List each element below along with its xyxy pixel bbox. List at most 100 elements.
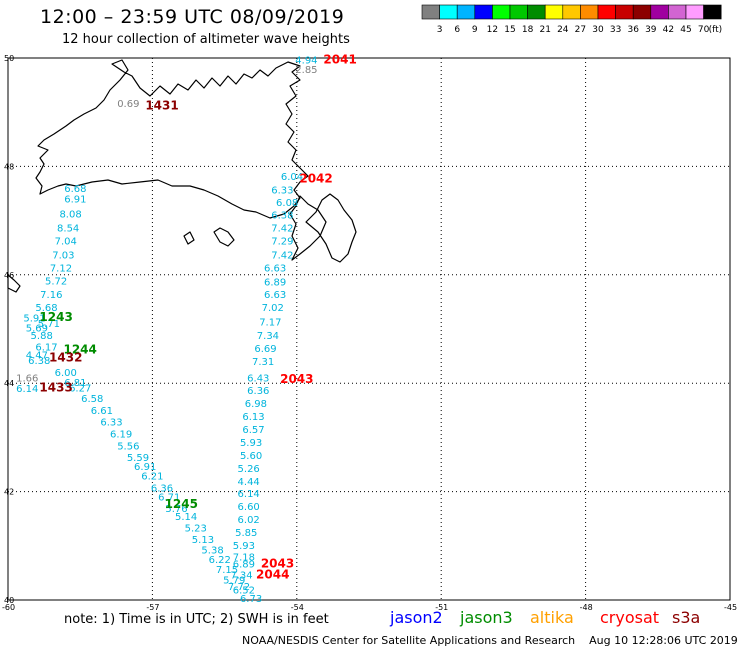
islet-coast (213, 227, 235, 247)
newfoundland-coast (35, 59, 309, 219)
swh-value: 6.69 (254, 344, 276, 355)
swh-value: 5.68 (35, 303, 57, 314)
swh-value: 6.14 (238, 489, 260, 500)
scale-label: 36 (627, 25, 639, 35)
scale-label: 21 (539, 25, 550, 35)
swh-value: 6.33 (100, 417, 122, 428)
swh-value: 6.36 (151, 484, 173, 495)
swh-value: 5.88 (31, 331, 53, 342)
graticule (8, 58, 730, 600)
swh-value: 5.14 (175, 512, 197, 523)
scale-label: 42 (663, 25, 674, 35)
pass-time-label: 1243 (39, 310, 72, 324)
swh-value: 6.08 (276, 198, 298, 209)
swh-value: 6.68 (64, 184, 86, 195)
swh-value: 5.26 (238, 464, 260, 475)
swh-value: 7.02 (262, 303, 284, 314)
swh-value: 4.94 (295, 55, 317, 66)
swh-value: 7.04 (55, 236, 77, 247)
pass-time-label: 2041 (323, 52, 356, 66)
swh-value: 5.72 (45, 277, 67, 288)
map-frame (7, 57, 731, 601)
swh-value: 5.93 (240, 438, 262, 449)
pass-time-label: 1433 (39, 380, 72, 394)
swh-value: 5.91 (23, 313, 45, 324)
swh-value: 6.14 (16, 384, 38, 395)
swh-value: 6.81 (64, 378, 86, 389)
swh-value: 6.73 (240, 594, 262, 605)
peninsula-coast (305, 193, 357, 263)
footer-note: note: 1) Time is in UTC; 2) SWH is in fe… (64, 612, 329, 627)
pass-time-label: 2043 (261, 556, 294, 570)
scale-label: 45 (680, 25, 691, 35)
swh-value: 8.08 (59, 209, 81, 220)
scale-label: 70 (698, 25, 710, 35)
mission-s3a: s3a (672, 608, 701, 627)
swh-value: 6.27 (69, 383, 91, 394)
swh-value: 6.98 (245, 399, 267, 410)
swh-value: 5.60 (240, 451, 262, 462)
scale-label: 33 (610, 25, 621, 35)
swh-value: 6.60 (238, 502, 260, 513)
lat-label: 44 (4, 379, 14, 388)
scale-label: 24 (557, 25, 569, 35)
lon-label: -51 (435, 603, 448, 612)
pass-time-label: 2042 (299, 172, 332, 186)
swh-value: 6.02 (238, 515, 260, 526)
swh-value: 5.69 (26, 324, 48, 335)
lat-label: 42 (4, 488, 14, 497)
page-subtitle: 12 hour collection of altimeter wave hei… (62, 32, 350, 47)
swh-value: 7.42 (271, 251, 293, 262)
swh-value: 6.91 (64, 195, 86, 206)
scale-label: 39 (645, 25, 657, 35)
swh-value: 6.00 (55, 368, 77, 379)
scale-label: 9 (472, 25, 478, 35)
timestamp: Aug 10 12:28:06 UTC 2019 (589, 634, 738, 647)
swh-value: 7.31 (252, 357, 274, 368)
scale-label: 3 (437, 25, 443, 35)
mission-jason2: jason2 (390, 608, 443, 627)
swh-value: 5.71 (38, 319, 60, 330)
pass-time-label: 1431 (145, 98, 178, 112)
swh-value: 5.38 (201, 545, 223, 556)
swh-value: 4.44 (238, 477, 260, 488)
swh-value: 7.72 (228, 582, 250, 593)
lon-label: -45 (724, 603, 737, 612)
swh-value: 7.29 (271, 236, 293, 247)
swh-value: 7.34 (257, 331, 279, 342)
lon-label: -48 (580, 603, 593, 612)
swh-value: 6.57 (242, 425, 264, 436)
scale-label: 12 (487, 25, 498, 35)
swh-value: 5.59 (127, 453, 149, 464)
swh-value: 6.63 (264, 290, 286, 301)
scale-label: 30 (592, 25, 604, 35)
scale-swatch (703, 4, 722, 20)
lat-label: 50 (4, 54, 14, 63)
swh-value: 6.33 (271, 186, 293, 197)
swh-value: 6.13 (242, 412, 264, 423)
swh-value: 5.13 (192, 535, 214, 546)
swh-value: 4.47 (26, 350, 48, 361)
mission-altika: altika (530, 608, 574, 627)
lon-label: -57 (146, 603, 159, 612)
swh-value: 7.15 (216, 565, 238, 576)
swh-value: 7.12 (50, 264, 72, 275)
scale-label: 6 (454, 25, 460, 35)
scale-label: 15 (504, 25, 515, 35)
swh-value: 7.18 (233, 552, 255, 563)
credit-line: NOAA/NESDIS Center for Satellite Applica… (242, 634, 738, 647)
coastline (7, 59, 357, 293)
swh-value: 2.85 (295, 65, 317, 76)
swh-value: 6.63 (264, 264, 286, 275)
mission-jason3: jason3 (460, 608, 513, 627)
swh-value: 7.16 (40, 290, 62, 301)
scale-unit: (ft) (709, 25, 723, 35)
swh-value: 0.69 (117, 99, 139, 110)
swh-value: 5.56 (117, 441, 139, 452)
pass-time-label: 1244 (63, 342, 96, 356)
swh-value: 6.89 (264, 278, 286, 289)
swh-value: 6.21 (141, 472, 163, 483)
swh-value: 7.34 (230, 570, 252, 581)
lat-label: 40 (4, 596, 14, 605)
swh-value: 6.36 (247, 386, 269, 397)
